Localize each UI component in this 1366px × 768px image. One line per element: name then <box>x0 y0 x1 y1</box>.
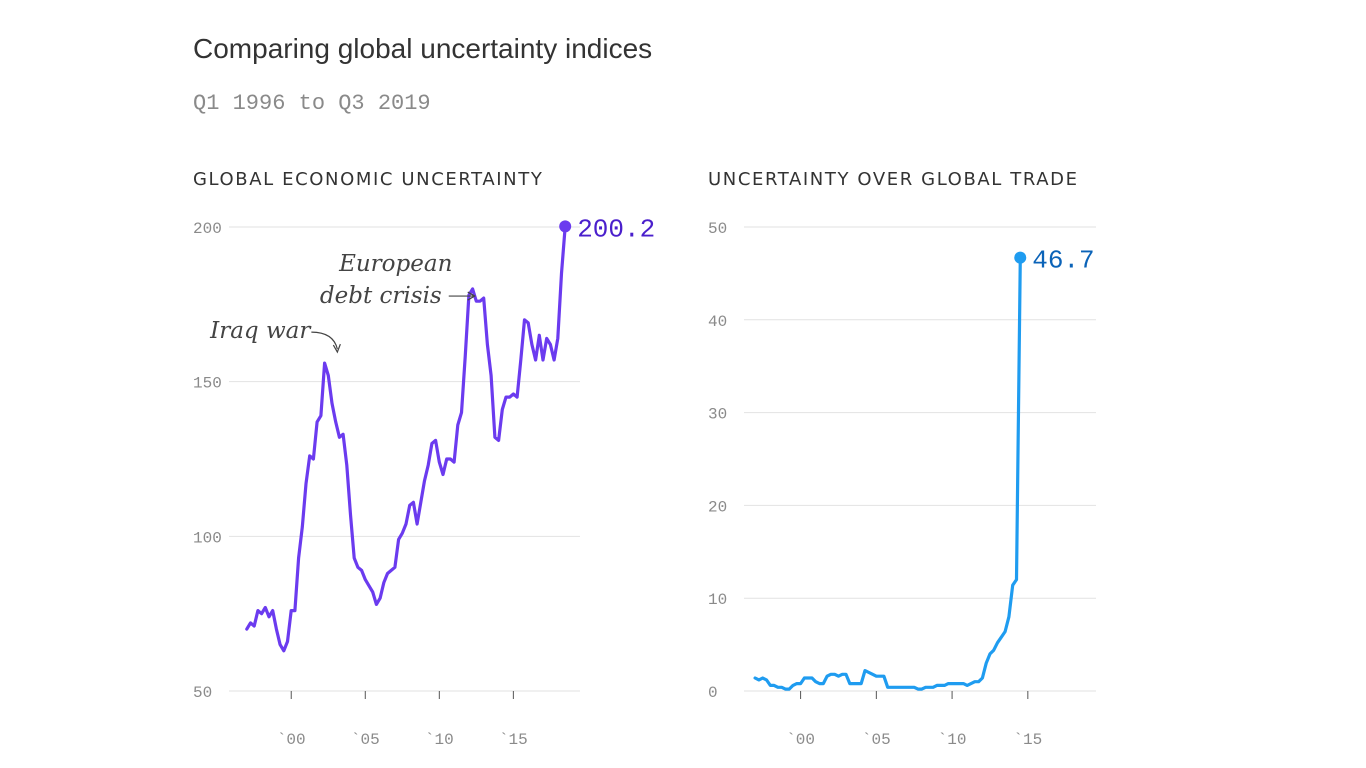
y-tick-label: 50 <box>708 220 727 238</box>
y-tick-label: 50 <box>193 684 212 702</box>
panel-global-economic-uncertainty: GLOBAL ECONOMIC UNCERTAINTY 50 100 150 200 `0… <box>193 169 655 749</box>
y-tick-label: 40 <box>708 313 727 331</box>
y-tick-label: 20 <box>708 498 727 516</box>
annotation-arrowhead <box>467 291 476 301</box>
x-tick-label: `15 <box>499 731 528 749</box>
y-tick-label: 10 <box>708 591 727 609</box>
y-tick-label: 150 <box>193 375 222 393</box>
end-point <box>1014 251 1027 264</box>
chart-subtitle: Q1 1996 to Q3 2019 <box>193 91 431 116</box>
annotation-label: Iraq war <box>209 318 312 344</box>
x-tick-label: `00 <box>277 731 306 749</box>
y-tick-label: 30 <box>708 406 727 424</box>
panel-title: GLOBAL ECONOMIC UNCERTAINTY <box>193 169 543 190</box>
annotation-arrow <box>311 331 338 350</box>
annotation-label: debt crisis <box>320 283 442 309</box>
x-tick-label: `15 <box>1013 731 1042 749</box>
x-tick-label: `10 <box>425 731 454 749</box>
series-line <box>753 256 1022 691</box>
y-tick-label: 100 <box>193 529 222 547</box>
x-tick-label: `10 <box>938 731 967 749</box>
end-point <box>559 220 572 233</box>
chart-title: Comparing global uncertainty indices <box>193 33 652 64</box>
panel-global-trade-uncertainty: UNCERTAINTY OVER GLOBAL TRADE 0 10 20 30 40 50… <box>708 169 1096 749</box>
x-tick-label: `00 <box>786 731 815 749</box>
end-value-label: 200.2 <box>577 214 655 244</box>
series-line <box>245 224 567 653</box>
x-tick-label: `05 <box>351 731 380 749</box>
x-tick-label: `05 <box>862 731 891 749</box>
end-value-label: 46.7 <box>1032 246 1094 276</box>
panel-title: UNCERTAINTY OVER GLOBAL TRADE <box>708 169 1079 190</box>
annotation-label: European <box>338 251 452 277</box>
annotation-arrowhead <box>332 343 341 354</box>
y-tick-label: 0 <box>708 684 718 702</box>
y-tick-label: 200 <box>193 220 222 238</box>
